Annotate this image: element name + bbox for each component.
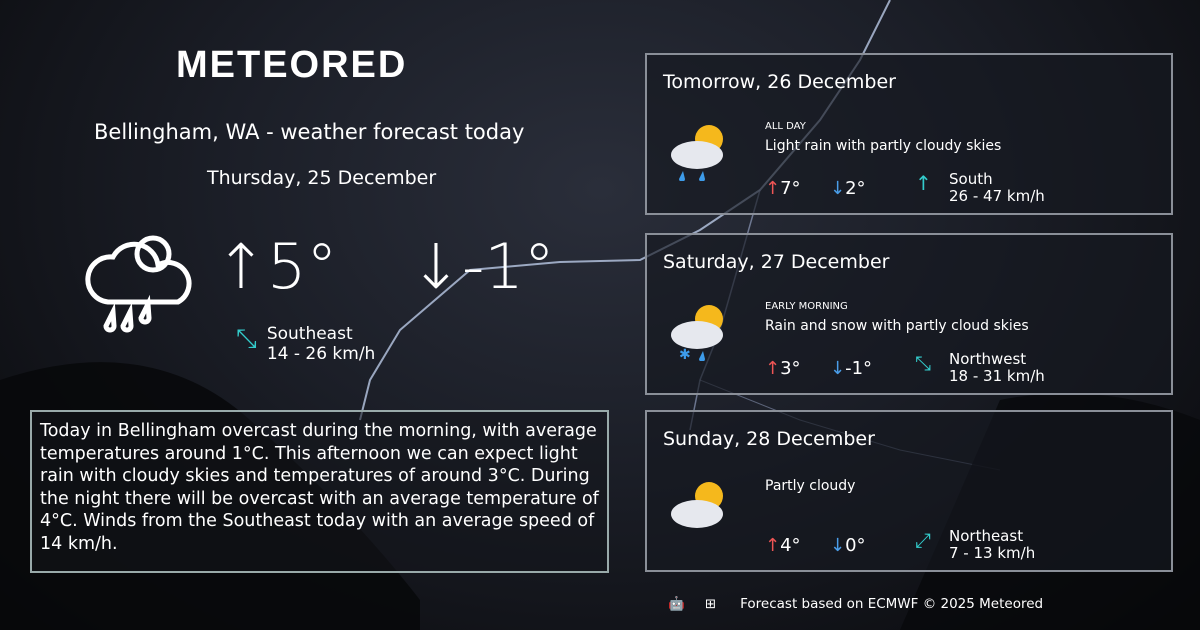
wind-direction: Southeast xyxy=(266,324,353,344)
card-max: 3° xyxy=(780,358,801,379)
footer-text: Forecast based on ECMWF © 2025 Meteored xyxy=(740,596,1044,612)
card-condition: Partly cloudy xyxy=(765,478,856,494)
today-max-temp: ↑5° xyxy=(215,230,338,303)
card-day: Sunday, 28 December xyxy=(663,428,875,450)
card-period: EARLY MORNING xyxy=(765,301,848,312)
today-date: Thursday, 25 December xyxy=(207,167,437,189)
wind-direction-icon: ⤡ xyxy=(236,324,257,354)
card-max: 4° xyxy=(780,535,801,556)
card-condition: Rain and snow with partly cloud skies xyxy=(765,318,1029,334)
card-min: -1° xyxy=(845,358,873,379)
light-rain-sun-icon xyxy=(671,125,723,181)
windows-icon[interactable]: ⊞ xyxy=(704,596,717,612)
footer: 🤖 ⊞ Forecast based on ECMWF © 2025 Meteo… xyxy=(668,596,1043,612)
card-period: ALL DAY xyxy=(765,121,806,132)
page-title: Bellingham, WA - weather forecast today xyxy=(94,120,525,144)
card-condition: Light rain with partly cloudy skies xyxy=(765,138,1002,154)
rain-snow-sun-icon: ✱ xyxy=(671,305,723,361)
wind-northeast-icon: ⤢ xyxy=(915,528,931,552)
today-min-temp: ↓-1° xyxy=(410,230,555,303)
card-day: Saturday, 27 December xyxy=(663,251,890,273)
wind-south-icon: ↑ xyxy=(915,171,932,195)
meteored-logo: METEORED xyxy=(176,44,408,86)
svg-text:✱: ✱ xyxy=(679,347,691,361)
rain-partly-cloudy-icon xyxy=(85,235,192,333)
card-max: 7° xyxy=(780,178,801,199)
card-day: Tomorrow, 26 December xyxy=(663,71,896,93)
forecast-card-sunday[interactable]: Sunday, 28 December Partly cloudy ↑4° ↓0… xyxy=(645,410,1173,572)
wind-northwest-icon: ⤡ xyxy=(915,351,931,375)
forecast-card-tomorrow[interactable]: Tomorrow, 26 December ALL DAY Light rain… xyxy=(645,53,1173,215)
wind-speed: 14 - 26 km/h xyxy=(266,344,376,364)
forecast-description: Today in Bellingham overcast during the … xyxy=(30,410,609,573)
today-wind: ⤡ Southeast 14 - 26 km/h xyxy=(236,324,375,364)
card-min: 0° xyxy=(845,535,866,556)
android-icon[interactable]: 🤖 xyxy=(668,596,685,612)
forecast-card-saturday[interactable]: Saturday, 27 December ✱ EARLY MORNING Ra… xyxy=(645,233,1173,395)
card-min: 2° xyxy=(845,178,866,199)
partly-cloudy-icon xyxy=(671,482,723,528)
